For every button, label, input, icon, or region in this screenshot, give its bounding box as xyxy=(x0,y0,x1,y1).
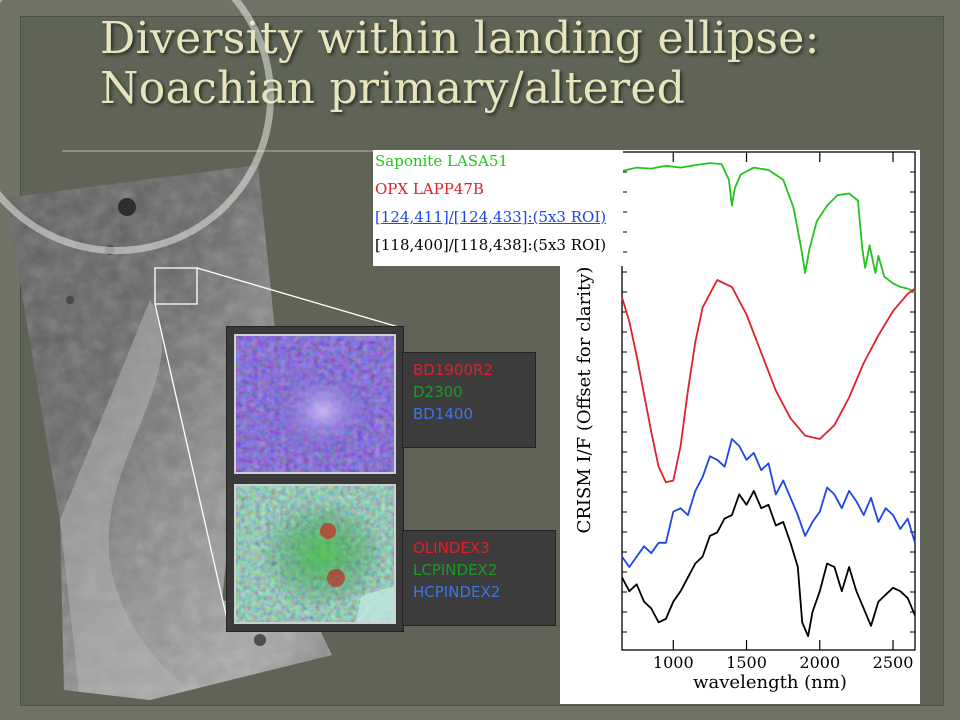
index-label-panel-1: BD1900R2 D2300 BD1400 xyxy=(402,352,536,448)
plot-frame xyxy=(621,151,916,651)
index-label-lcpindex2: LCPINDEX2 xyxy=(413,561,498,579)
index-label-d2300: D2300 xyxy=(413,383,463,401)
index-label-panel-2: OLINDEX3 LCPINDEX2 HCPINDEX2 xyxy=(402,530,556,626)
series-line-3 xyxy=(621,490,916,638)
zoom-box xyxy=(154,267,198,305)
index-label-olindex3: OLINDEX3 xyxy=(413,539,490,557)
decorative-circle xyxy=(0,0,274,254)
legend-item-roi-118: [118,400]/[118,438]:(5x3 ROI) xyxy=(375,236,607,254)
y-axis-label: CRISM I/F (Offset for clarity) xyxy=(574,267,595,534)
x-axis-label: wavelength (nm) xyxy=(693,672,847,693)
index-label-hcpindex2: HCPINDEX2 xyxy=(413,583,501,601)
x-tick-label-2000: 2000 xyxy=(799,653,840,672)
x-tick-label-1000: 1000 xyxy=(653,653,694,672)
legend-item-opx: OPX LAPP47B xyxy=(375,180,484,198)
x-tick-label-1500: 1500 xyxy=(726,653,767,672)
index-label-bd1400: BD1400 xyxy=(413,405,474,423)
series-line-1 xyxy=(621,279,916,484)
x-tick-label-2500: 2500 xyxy=(873,653,914,672)
index-map-image-2 xyxy=(234,484,396,624)
spectra-chart-svg: 1000 1500 2000 2500 CRISM I/F (Offset for c… xyxy=(574,151,916,693)
index-map-image-1 xyxy=(234,334,396,474)
title-divider xyxy=(62,150,542,152)
series-line-2 xyxy=(621,438,916,568)
chart-legend: Saponite LASA51 OPX LAPP47B [124,411]/[1… xyxy=(373,150,623,266)
legend-item-roi-124: [124,411]/[124,433]:(5x3 ROI) xyxy=(375,208,607,226)
index-label-bd1900r2: BD1900R2 xyxy=(413,361,493,379)
legend-item-saponite: Saponite LASA51 xyxy=(375,152,508,170)
series-line-0 xyxy=(621,162,916,293)
